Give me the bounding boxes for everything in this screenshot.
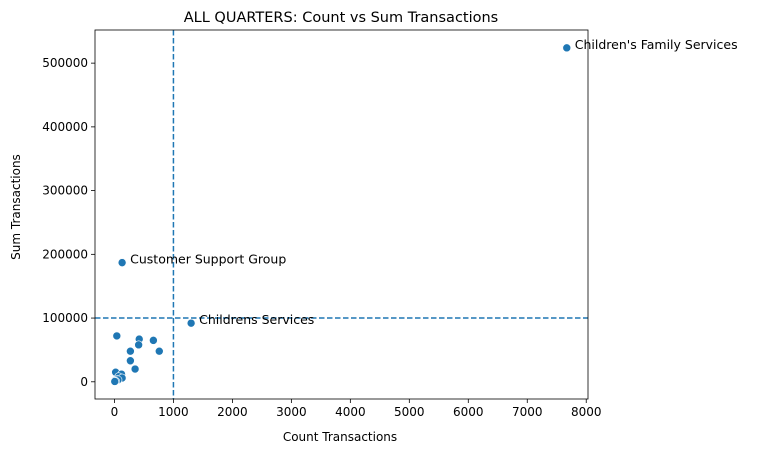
x-axis-ticks: 0 1000 2000 3000 4000 5000 6000 7000 8000 <box>111 399 602 419</box>
scatter-point <box>110 377 120 386</box>
x-axis-title: Count Transactions <box>283 430 397 444</box>
plot-area: Children's Family Services Customer Suppo… <box>94 29 738 400</box>
scatter-point <box>134 340 143 350</box>
scatter-point <box>154 346 164 356</box>
y-tick-label: 0 <box>80 375 88 389</box>
x-tick-label: 3000 <box>276 405 307 419</box>
chart-title: ALL QUARTERS: Count vs Sum Transactions <box>184 10 499 26</box>
scatter-point <box>126 356 135 366</box>
scatter-point <box>186 318 196 328</box>
y-axis-title: Sum Transactions <box>9 154 23 260</box>
scatter-point <box>126 346 135 356</box>
scatter-point <box>112 331 122 341</box>
x-tick-label: 7000 <box>512 405 543 419</box>
scatter-point <box>130 364 140 374</box>
scatter-point <box>562 43 572 53</box>
x-tick-label: 4000 <box>335 405 366 419</box>
point-annotation: Customer Support Group <box>130 252 286 267</box>
y-tick-label: 100000 <box>42 311 88 325</box>
scatter-point <box>117 258 127 267</box>
y-tick-label: 300000 <box>42 184 88 198</box>
plot-frame <box>94 29 589 400</box>
y-tick-label: 400000 <box>42 120 88 134</box>
scatter-point <box>149 336 158 345</box>
x-tick-label: 0 <box>111 405 119 419</box>
y-tick-label: 500000 <box>42 56 88 70</box>
x-tick-label: 8000 <box>571 405 602 419</box>
x-tick-label: 1000 <box>158 405 189 419</box>
x-tick-label: 5000 <box>394 405 425 419</box>
point-annotation: Childrens Services <box>199 312 314 327</box>
x-tick-label: 6000 <box>453 405 484 419</box>
point-annotation: Children's Family Services <box>575 37 738 52</box>
y-tick-label: 200000 <box>42 247 88 261</box>
y-axis-ticks: 0 100000 200000 300000 400000 500000 <box>42 56 95 389</box>
x-tick-label: 2000 <box>217 405 248 419</box>
